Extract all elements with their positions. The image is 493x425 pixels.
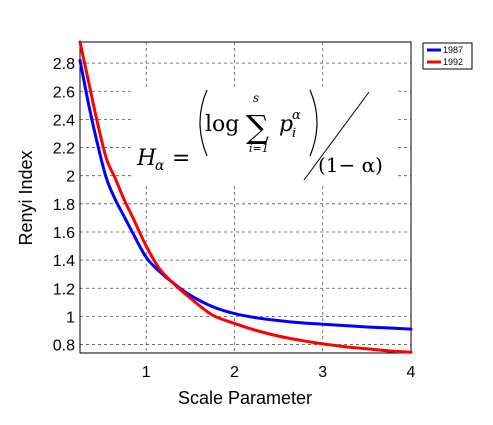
legend: 1987 1992 [422,42,473,70]
x-axis-label: Scale Parameter [178,388,312,408]
y-tick-label: 2.8 [53,56,75,73]
x-tick-label: 1 [142,364,151,381]
y-tick-label: 1.4 [53,253,75,270]
y-tick-label: 1 [66,309,75,326]
formula-p-subscript: i [292,126,296,141]
formula-sum-top: s [253,91,259,105]
y-tick-label: 0.8 [53,338,75,355]
y-axis-label: Renyi Index [16,150,36,245]
legend-label-1987: 1987 [443,45,463,55]
y-tick-label: 2.2 [53,141,75,158]
formula-denominator: (1− α) [318,153,383,177]
formula-right-paren [309,89,318,157]
y-tick-label: 2.4 [53,112,75,129]
formula-lhs-subscript: α [155,158,165,174]
y-tick-label: 1.8 [53,197,75,214]
y-tick-label: 1.6 [53,225,75,242]
formula-left-paren [199,89,208,157]
series-line-1992 [78,40,413,354]
legend-box [422,42,473,70]
formula-p-superscript: α [292,108,301,123]
formula-annotation: H α = log s ∑ i=1 p α i (1− α) [134,88,396,184]
series-line-1987 [78,58,413,331]
formula-p: p [279,112,293,137]
legend-label-1992: 1992 [443,57,463,67]
formula-sum-bottom: i=1 [249,142,269,155]
y-tick-label: 2 [66,169,75,186]
x-tick-label: 3 [318,364,327,381]
x-tick-label: 2 [230,364,239,381]
x-tick-label: 4 [407,364,416,381]
x-axis-ticks: 1 2 3 4 [142,364,416,381]
formula-division-slash [303,91,370,181]
y-tick-label: 1.2 [53,281,75,298]
formula-lhs: H [136,146,157,171]
series-lines [78,40,413,354]
plot-frame [79,41,412,354]
y-axis-ticks: 0.8 1 1.2 1.4 1.6 1.8 2 2.2 2.4 2.6 2.8 [53,56,75,354]
formula-background [134,88,396,184]
y-tick-label: 2.6 [53,84,75,101]
formula-sum: ∑ [246,108,269,146]
formula-equals: = [172,146,190,171]
formula-log: log [205,112,239,137]
